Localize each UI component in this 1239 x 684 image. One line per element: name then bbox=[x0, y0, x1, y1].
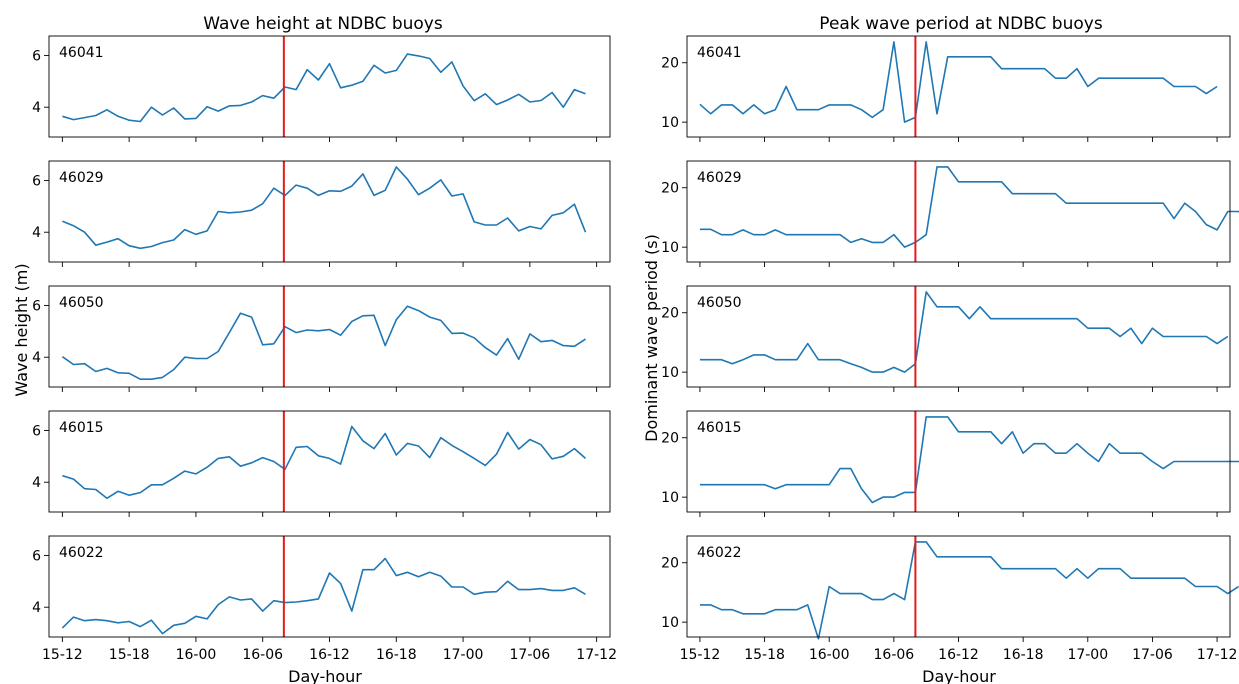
period-axes-frame-46022 bbox=[686, 535, 1231, 638]
left-x-axis-label: Day-hour bbox=[288, 667, 362, 684]
height-y-tick-label: 4 bbox=[32, 475, 41, 491]
period-y-tick-label: 10 bbox=[661, 490, 679, 506]
period-axes-frame-46050 bbox=[686, 285, 1231, 388]
period-axes-frame-46015 bbox=[686, 410, 1231, 513]
period-series-line-46015 bbox=[699, 416, 1239, 504]
period-axes-frame-46029 bbox=[686, 160, 1231, 263]
period-series-line-46050 bbox=[699, 291, 1229, 373]
height-y-tick-label: 6 bbox=[32, 48, 41, 64]
period-y-tick-label: 10 bbox=[661, 240, 679, 256]
period-y-tick-label: 10 bbox=[661, 115, 679, 131]
height-x-tick-label: 17-12 bbox=[576, 647, 617, 663]
period-y-tick-label: 20 bbox=[661, 431, 679, 447]
period-buoy-label-46041: 46041 bbox=[697, 45, 742, 61]
period-y-tick-label: 20 bbox=[661, 56, 679, 72]
period-axes-frame-46041 bbox=[686, 35, 1231, 138]
height-y-tick-label: 4 bbox=[32, 350, 41, 366]
period-x-tick-label: 17-06 bbox=[1132, 647, 1173, 663]
height-panel-46022: 4 6 15-12 15-18 16-00 16-06 16-12 16-18 17-00 17-… bbox=[32, 535, 617, 663]
period-series-line-46029 bbox=[699, 166, 1239, 248]
height-buoy-label-46029: 46029 bbox=[59, 170, 104, 186]
period-buoy-label-46022: 46022 bbox=[697, 545, 742, 561]
height-y-tick-label: 6 bbox=[32, 298, 41, 314]
period-y-tick-label: 10 bbox=[661, 615, 679, 631]
height-buoy-label-46041: 46041 bbox=[59, 45, 104, 61]
height-x-tick-label: 15-12 bbox=[42, 647, 83, 663]
period-panel-46015: 10 20 46015 bbox=[661, 410, 1239, 517]
plot-layer: 4 6 46041 4 6 46029 4 6 46050 4 6 46015 4 6 15-12 15-18… bbox=[32, 35, 1239, 663]
period-x-tick-label: 16-18 bbox=[1003, 647, 1044, 663]
height-x-tick-label: 16-18 bbox=[376, 647, 417, 663]
height-series-line-46029 bbox=[62, 166, 587, 250]
right-x-axis-label: Day-hour bbox=[922, 667, 996, 684]
height-y-tick-label: 4 bbox=[32, 600, 41, 616]
period-buoy-label-46050: 46050 bbox=[697, 295, 742, 311]
period-x-tick-label: 16-12 bbox=[938, 647, 979, 663]
height-axes-frame-46050 bbox=[48, 285, 611, 388]
left-chart-title: Wave height at NDBC buoys bbox=[203, 14, 443, 34]
height-buoy-label-46022: 46022 bbox=[59, 545, 104, 561]
height-x-tick-label: 17-06 bbox=[510, 647, 551, 663]
period-panel-46050: 10 20 46050 bbox=[661, 285, 1231, 392]
height-y-tick-label: 4 bbox=[32, 100, 41, 116]
height-x-tick-label: 16-06 bbox=[242, 647, 283, 663]
left-y-axis-label: Wave height (m) bbox=[12, 263, 31, 396]
height-panel-46029: 4 6 46029 bbox=[32, 160, 611, 267]
height-axes-frame-46015 bbox=[48, 410, 611, 513]
period-series-line-46022 bbox=[699, 541, 1239, 640]
period-x-tick-label: 15-18 bbox=[744, 647, 785, 663]
period-y-tick-label: 20 bbox=[661, 181, 679, 197]
period-y-tick-label: 10 bbox=[661, 365, 679, 381]
height-x-tick-label: 17-00 bbox=[443, 647, 484, 663]
right-chart-title: Peak wave period at NDBC buoys bbox=[819, 14, 1103, 34]
period-panel-46022: 10 20 15-12 15-18 16-00 16-06 16-12 16-18 17-00 1… bbox=[661, 535, 1239, 663]
height-buoy-label-46050: 46050 bbox=[59, 295, 104, 311]
period-panel-46041: 10 20 46041 bbox=[661, 35, 1231, 142]
period-panel-46029: 10 20 46029 bbox=[661, 160, 1239, 267]
period-x-tick-label: 17-00 bbox=[1067, 647, 1108, 663]
period-series-line-46041 bbox=[699, 41, 1218, 123]
height-buoy-label-46015: 46015 bbox=[59, 420, 104, 436]
height-series-line-46015 bbox=[62, 425, 587, 500]
height-y-tick-label: 6 bbox=[32, 548, 41, 564]
period-x-tick-label: 15-12 bbox=[680, 647, 721, 663]
period-x-tick-label: 17-12 bbox=[1197, 647, 1238, 663]
height-x-tick-label: 16-00 bbox=[176, 647, 217, 663]
height-series-line-46022 bbox=[61, 557, 586, 635]
period-y-tick-label: 20 bbox=[661, 306, 679, 322]
height-series-line-46050 bbox=[61, 305, 586, 381]
period-buoy-label-46015: 46015 bbox=[697, 420, 742, 436]
period-buoy-label-46029: 46029 bbox=[697, 170, 742, 186]
period-y-tick-label: 20 bbox=[661, 556, 679, 572]
height-y-tick-label: 6 bbox=[32, 173, 41, 189]
period-x-tick-label: 16-06 bbox=[874, 647, 915, 663]
height-axes-frame-46041 bbox=[48, 35, 611, 138]
period-x-tick-label: 16-00 bbox=[809, 647, 850, 663]
height-axes-frame-46022 bbox=[48, 535, 611, 638]
height-y-tick-label: 4 bbox=[32, 225, 41, 241]
height-panel-46041: 4 6 46041 bbox=[32, 35, 611, 142]
height-panel-46050: 4 6 46050 bbox=[32, 285, 611, 392]
height-series-line-46041 bbox=[62, 53, 586, 123]
right-y-axis-label: Dominant wave period (s) bbox=[642, 234, 661, 442]
height-x-tick-label: 16-12 bbox=[309, 647, 350, 663]
height-panel-46015: 4 6 46015 bbox=[32, 410, 611, 517]
height-y-tick-label: 6 bbox=[32, 423, 41, 439]
height-x-tick-label: 15-18 bbox=[109, 647, 150, 663]
